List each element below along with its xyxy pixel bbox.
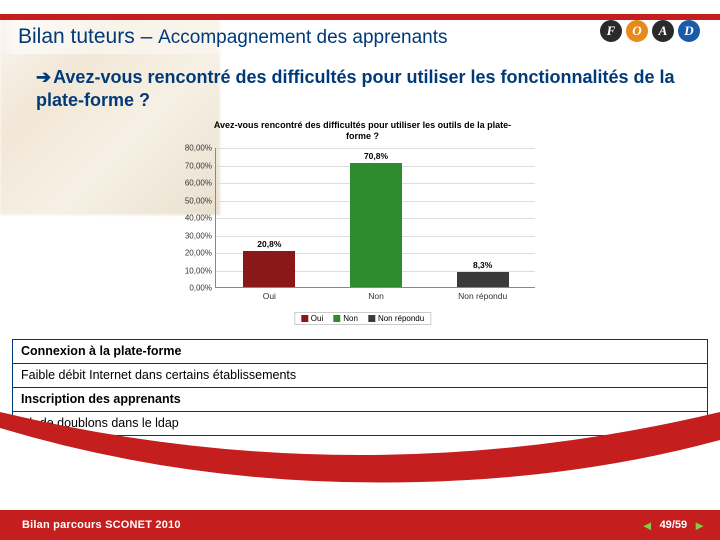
legend-label: Oui (311, 314, 323, 323)
footer-text: Bilan parcours SCONET 2010 (22, 519, 181, 531)
table-header-row: Connexion à la plate-forme (12, 339, 708, 364)
x-category-label: Non répondu (458, 287, 507, 301)
footer-bar: Bilan parcours SCONET 2010 ◄ 49/59 ► (0, 510, 720, 540)
y-tick: 70,00% (185, 161, 216, 170)
bar-value-label: 20,8% (257, 239, 281, 249)
y-tick: 40,00% (185, 214, 216, 223)
logo-letter: F (600, 20, 622, 42)
legend-swatch (333, 315, 340, 322)
chart-title: Avez-vous rencontré des difficultés pour… (165, 120, 560, 142)
logo-letter: O (626, 20, 648, 42)
table-header-row: Inscription des apprenants (12, 387, 708, 412)
logo-letter: A (652, 20, 674, 42)
y-tick: 50,00% (185, 196, 216, 205)
y-tick: 10,00% (185, 266, 216, 275)
chart-bar: 8,3% (457, 272, 509, 287)
y-tick: 60,00% (185, 179, 216, 188)
page-indicator: ◄ 49/59 ► (641, 518, 706, 533)
title-main: Bilan tuteurs – (18, 25, 158, 48)
legend-swatch (368, 315, 375, 322)
question-text: Avez-vous rencontré des difficultés pour… (36, 67, 675, 110)
legend-item: Oui (301, 314, 323, 323)
question-block: ➔Avez-vous rencontré des difficultés pou… (36, 66, 684, 111)
legend-label: Non répondu (378, 314, 424, 323)
y-tick: 20,00% (185, 249, 216, 258)
title-sub: Accompagnement des apprenants (158, 27, 447, 48)
chart-plot-area: 0,00%10,00%20,00%30,00%40,00%50,00%60,00… (215, 148, 535, 288)
bar-value-label: 70,8% (364, 151, 388, 161)
next-arrow-icon: ► (693, 518, 706, 533)
legend-item: Non répondu (368, 314, 424, 323)
legend-label: Non (343, 314, 358, 323)
logo-letter: D (678, 20, 700, 42)
chart-bar: 70,8% (350, 163, 402, 287)
foad-logo: FOAD (600, 20, 700, 42)
page-title: Bilan tuteurs – Accompagnement des appre… (18, 25, 448, 49)
bar-value-label: 8,3% (473, 260, 492, 270)
table-row: L'inscription et la gestion des apprenan… (12, 458, 708, 483)
y-tick: 30,00% (185, 231, 216, 240)
table-row: Pb de doublons dans le ldap (12, 411, 708, 436)
x-category-label: Non (368, 287, 384, 301)
y-tick: 0,00% (189, 284, 216, 293)
bar-chart: Avez-vous rencontré des difficultés pour… (165, 120, 560, 325)
prev-arrow-icon: ◄ (641, 518, 654, 533)
page-numbers: 49/59 (660, 519, 688, 531)
legend-swatch (301, 315, 308, 322)
legend-item: Non (333, 314, 358, 323)
table-row: Très long et peu pratique (12, 435, 708, 460)
chart-bar: 20,8% (243, 251, 295, 287)
arrow-icon: ➔ (36, 67, 51, 87)
responses-table: Connexion à la plate-formeFaible débit I… (12, 340, 708, 483)
y-tick: 80,00% (185, 144, 216, 153)
x-category-label: Oui (263, 287, 276, 301)
chart-legend: Oui Non Non répondu (294, 312, 431, 325)
table-row: Faible débit Internet dans certains étab… (12, 363, 708, 388)
